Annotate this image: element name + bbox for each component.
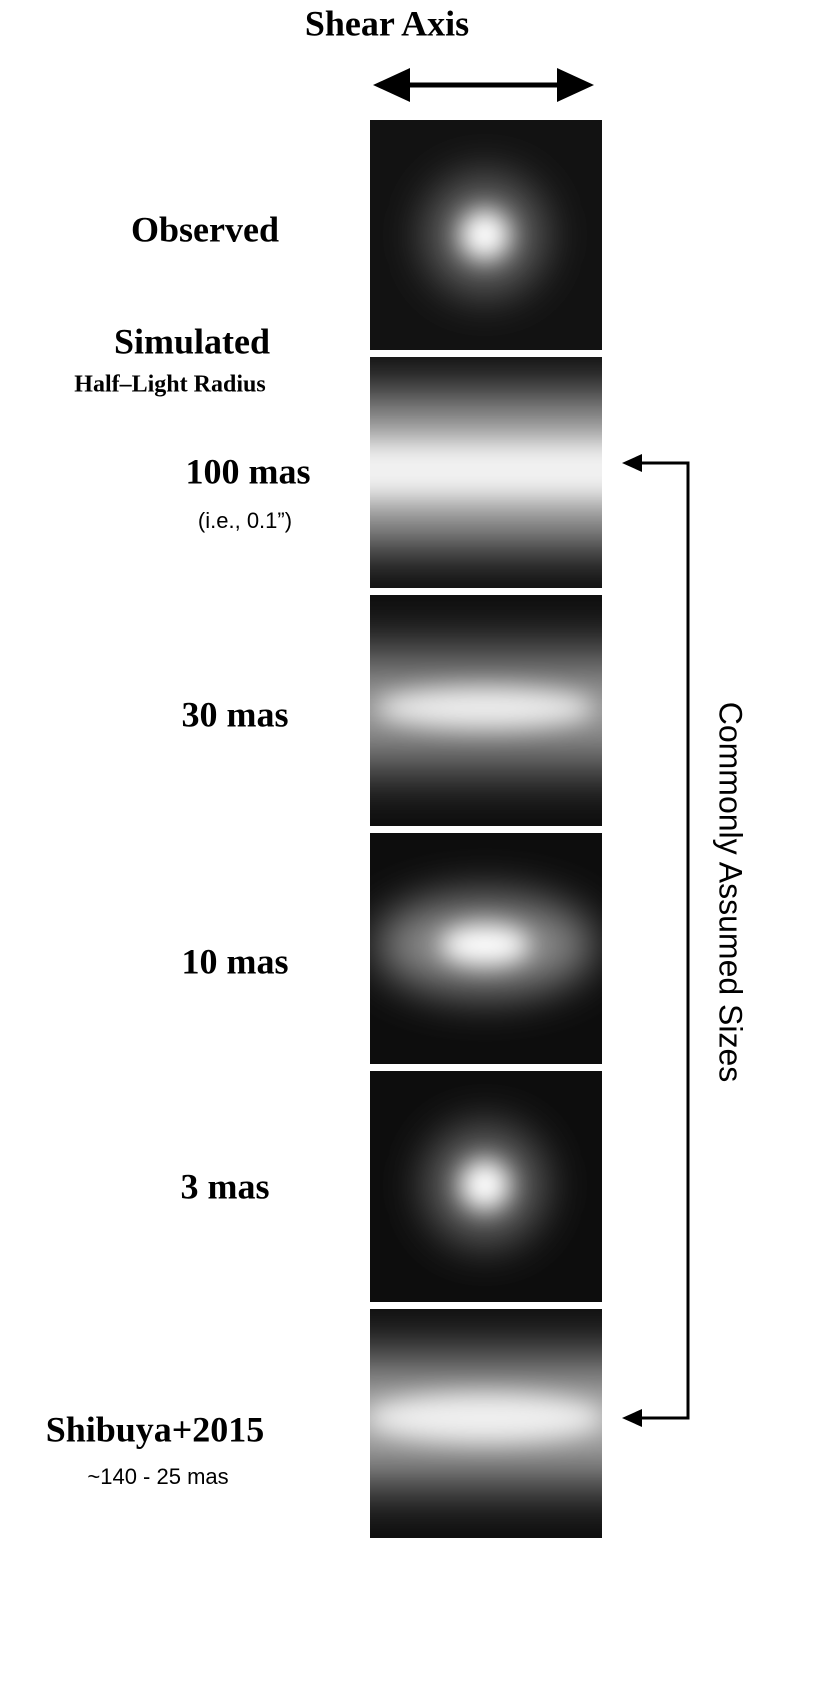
bracket-label: Commonly Assumed Sizes xyxy=(713,702,749,1083)
panel-observed xyxy=(370,120,602,350)
simulated-heading: Simulated xyxy=(114,321,270,361)
row-label: 30 mas xyxy=(182,694,289,734)
row-note: ~140 - 25 mas xyxy=(87,1464,228,1489)
row-label: Shibuya+2015 xyxy=(46,1409,265,1449)
bracket xyxy=(622,454,690,1427)
title: Shear Axis xyxy=(305,3,469,43)
panel-3 xyxy=(370,1071,602,1302)
simulated-subheading: Half–Light Radius xyxy=(74,372,265,398)
panel-30 xyxy=(370,595,602,826)
row-label: 100 mas xyxy=(186,451,311,491)
observed-label: Observed xyxy=(131,209,279,249)
row-label: 10 mas xyxy=(182,941,289,981)
row-note: (i.e., 0.1”) xyxy=(198,508,292,533)
panel-100 xyxy=(370,357,602,588)
panel-shibuya xyxy=(370,1309,602,1538)
shear-arrow xyxy=(373,68,594,102)
panel-10 xyxy=(370,833,602,1064)
row-label: 3 mas xyxy=(181,1166,270,1206)
